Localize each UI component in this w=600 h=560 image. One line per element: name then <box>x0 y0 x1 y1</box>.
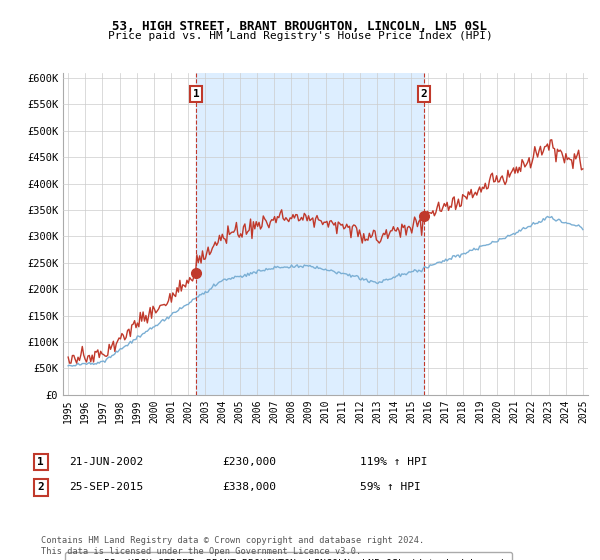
Text: 59% ↑ HPI: 59% ↑ HPI <box>360 482 421 492</box>
Text: £230,000: £230,000 <box>222 457 276 467</box>
Text: Contains HM Land Registry data © Crown copyright and database right 2024.
This d: Contains HM Land Registry data © Crown c… <box>41 536 424 556</box>
Text: £338,000: £338,000 <box>222 482 276 492</box>
Text: 1: 1 <box>37 457 44 467</box>
Text: 2: 2 <box>421 89 427 99</box>
Text: 119% ↑ HPI: 119% ↑ HPI <box>360 457 427 467</box>
Text: 21-JUN-2002: 21-JUN-2002 <box>69 457 143 467</box>
Text: 1: 1 <box>193 89 200 99</box>
Legend: 53, HIGH STREET, BRANT BROUGHTON, LINCOLN, LN5 0SL (detached house), HPI: Averag: 53, HIGH STREET, BRANT BROUGHTON, LINCOL… <box>65 552 512 560</box>
Text: 53, HIGH STREET, BRANT BROUGHTON, LINCOLN, LN5 0SL: 53, HIGH STREET, BRANT BROUGHTON, LINCOL… <box>113 20 487 32</box>
Bar <box>196 73 424 395</box>
Text: Price paid vs. HM Land Registry's House Price Index (HPI): Price paid vs. HM Land Registry's House … <box>107 31 493 41</box>
Text: 25-SEP-2015: 25-SEP-2015 <box>69 482 143 492</box>
Text: 2: 2 <box>37 482 44 492</box>
